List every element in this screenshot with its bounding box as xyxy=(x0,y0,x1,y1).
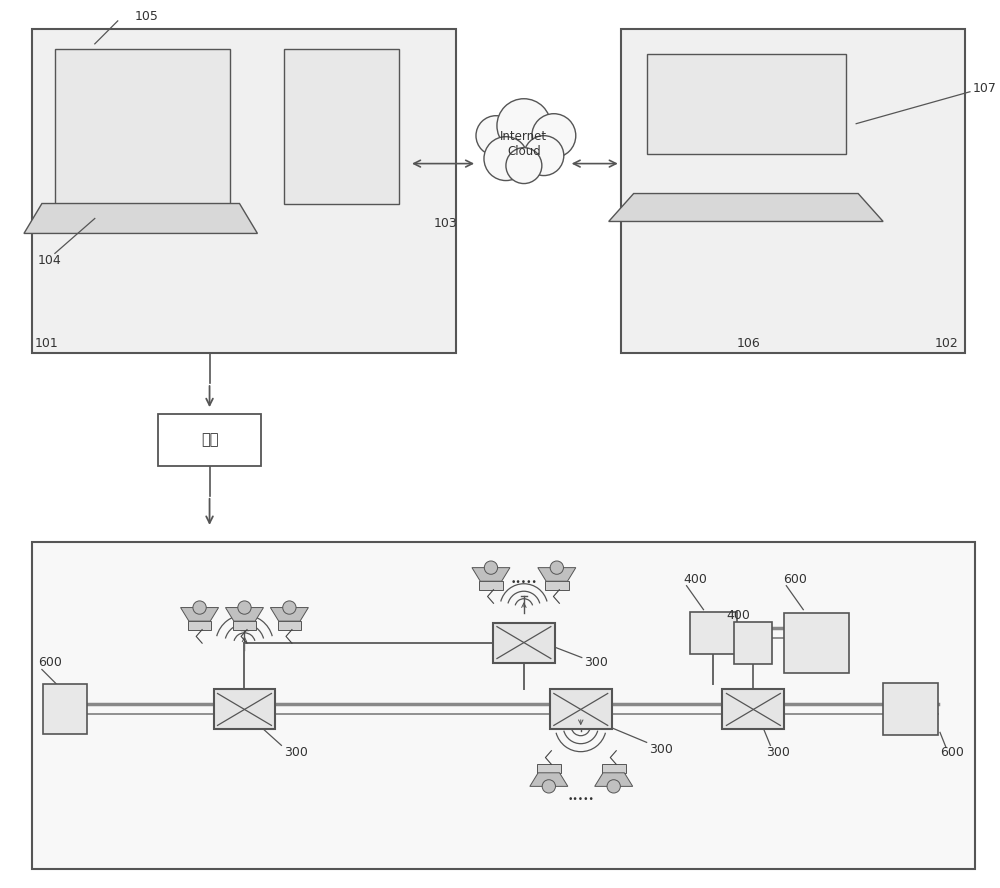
Polygon shape xyxy=(270,607,308,621)
FancyBboxPatch shape xyxy=(43,685,87,734)
FancyBboxPatch shape xyxy=(722,689,784,729)
Polygon shape xyxy=(538,567,576,582)
Polygon shape xyxy=(609,194,883,221)
Polygon shape xyxy=(24,203,257,234)
Polygon shape xyxy=(595,773,633,787)
FancyBboxPatch shape xyxy=(284,49,399,203)
Text: 300: 300 xyxy=(649,743,672,756)
Text: 600: 600 xyxy=(940,746,964,759)
Text: 300: 300 xyxy=(284,746,308,759)
FancyBboxPatch shape xyxy=(883,684,938,735)
Text: 102: 102 xyxy=(934,337,958,350)
Text: 600: 600 xyxy=(783,574,807,586)
Text: •••••: ••••• xyxy=(567,795,594,804)
Circle shape xyxy=(238,601,251,614)
Circle shape xyxy=(607,780,620,793)
Circle shape xyxy=(550,561,563,575)
FancyBboxPatch shape xyxy=(621,29,965,353)
FancyBboxPatch shape xyxy=(784,613,849,672)
Polygon shape xyxy=(472,567,510,582)
FancyBboxPatch shape xyxy=(214,689,275,729)
Circle shape xyxy=(193,601,206,614)
FancyBboxPatch shape xyxy=(537,765,561,773)
Text: 103: 103 xyxy=(434,217,458,230)
Circle shape xyxy=(476,115,516,155)
Circle shape xyxy=(484,561,498,575)
FancyBboxPatch shape xyxy=(32,29,456,353)
FancyBboxPatch shape xyxy=(32,542,975,869)
Circle shape xyxy=(542,780,555,793)
Text: 400: 400 xyxy=(726,609,750,622)
Text: 300: 300 xyxy=(584,656,608,669)
FancyBboxPatch shape xyxy=(690,612,737,654)
Text: 通信: 通信 xyxy=(201,432,218,448)
Polygon shape xyxy=(181,607,219,621)
FancyBboxPatch shape xyxy=(545,582,569,590)
FancyBboxPatch shape xyxy=(602,765,626,773)
Text: 101: 101 xyxy=(35,337,59,350)
FancyBboxPatch shape xyxy=(233,621,256,630)
FancyBboxPatch shape xyxy=(493,622,555,662)
Circle shape xyxy=(524,136,564,176)
Text: 400: 400 xyxy=(684,574,707,586)
Text: 107: 107 xyxy=(973,83,997,95)
FancyBboxPatch shape xyxy=(734,622,772,663)
Text: 106: 106 xyxy=(737,337,760,350)
FancyBboxPatch shape xyxy=(479,582,503,590)
Text: 600: 600 xyxy=(38,656,62,669)
FancyBboxPatch shape xyxy=(188,621,211,630)
Text: 105: 105 xyxy=(135,11,159,23)
Circle shape xyxy=(497,99,551,153)
Text: 300: 300 xyxy=(766,746,790,759)
Text: Internet
Cloud: Internet Cloud xyxy=(500,130,547,158)
FancyBboxPatch shape xyxy=(278,621,301,630)
FancyBboxPatch shape xyxy=(550,689,612,729)
Circle shape xyxy=(283,601,296,614)
Circle shape xyxy=(484,137,528,180)
FancyBboxPatch shape xyxy=(55,49,230,203)
FancyBboxPatch shape xyxy=(158,414,261,466)
FancyBboxPatch shape xyxy=(647,54,846,154)
Text: •••••: ••••• xyxy=(510,578,537,587)
Polygon shape xyxy=(530,773,568,787)
Circle shape xyxy=(506,147,542,184)
Text: 104: 104 xyxy=(38,254,62,267)
Polygon shape xyxy=(225,607,263,621)
Circle shape xyxy=(532,114,576,157)
